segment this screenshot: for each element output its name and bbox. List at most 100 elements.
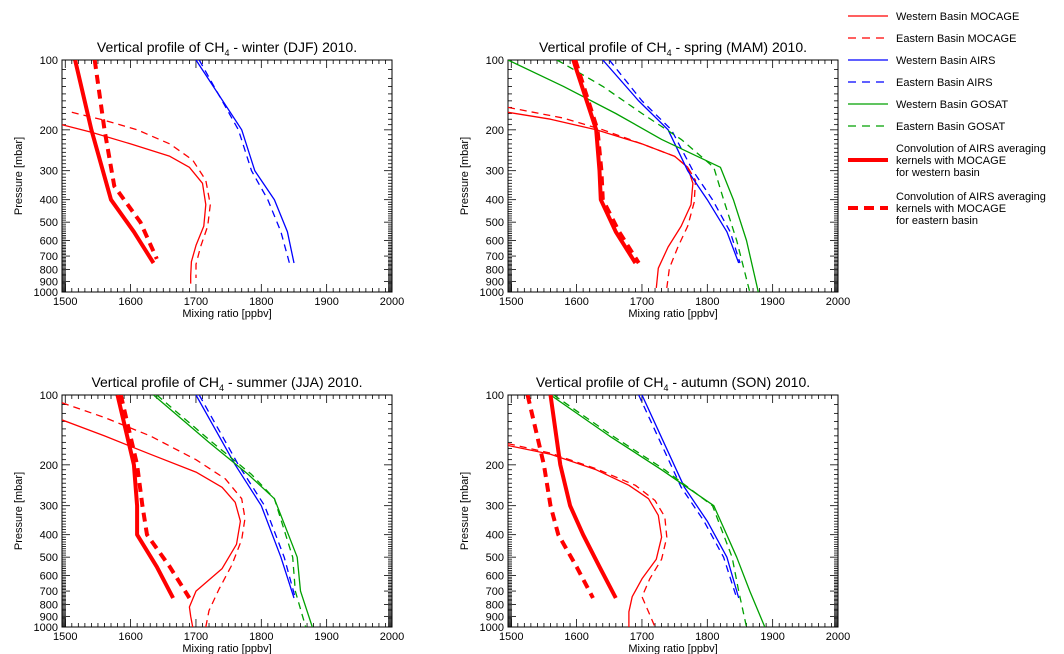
- x-tick-label: 1800: [695, 631, 719, 643]
- series-group: [62, 60, 295, 284]
- legend-label: Convolution of AIRS averaging: [896, 191, 1046, 203]
- series-line-1: [508, 442, 668, 627]
- x-axis-label: Mixing ratio [ppbv]: [628, 643, 717, 654]
- plot-frame: [507, 59, 839, 293]
- y-tick-label: 900: [486, 611, 504, 623]
- y-tick-label: 1000: [480, 287, 504, 299]
- x-tick-label: 1600: [564, 296, 588, 308]
- x-tick-label: 2000: [380, 296, 404, 308]
- series-line-5: [156, 395, 307, 627]
- legend-label: for western basin: [896, 167, 980, 179]
- series-line-2: [195, 60, 295, 264]
- x-tick-label: 1900: [760, 296, 784, 308]
- x-tick-label: 1800: [695, 296, 719, 308]
- y-tick-label: 300: [486, 501, 504, 513]
- x-tick-label: 1900: [314, 631, 338, 643]
- chart-title: Vertical profile of CH4 - winter (DJF) 2…: [97, 39, 357, 58]
- y-tick-label: 300: [40, 166, 58, 178]
- y-tick-label: 100: [486, 55, 504, 67]
- chart-title-season: - autumn (SON) 2010.: [669, 374, 811, 390]
- y-tick-label: 100: [40, 390, 58, 402]
- legend-label: Western Basin MOCAGE: [896, 11, 1019, 23]
- chart-title-subscript: 4: [667, 48, 672, 58]
- chart-panel-1: 1500 1600 1700 1800 1900 2000 100 200 300 400 500 6…: [459, 39, 850, 320]
- y-tick-label: 400: [486, 195, 504, 207]
- legend-label: Eastern Basin MOCAGE: [896, 33, 1016, 45]
- x-axis-label: Mixing ratio [ppbv]: [182, 308, 271, 320]
- chart-panel-0: 1500 1600 1700 1800 1900 2000 100 200 300 400 500 6…: [13, 39, 404, 320]
- x-axis-label: Mixing ratio [ppbv]: [628, 308, 717, 320]
- y-tick-label: 1000: [34, 622, 58, 634]
- y-tick-label: 700: [486, 251, 504, 263]
- series-line-7: [118, 395, 192, 600]
- x-tick-label: 1600: [564, 631, 588, 643]
- y-tick-label: 300: [486, 166, 504, 178]
- chart-title-main: Vertical profile of CH: [536, 374, 664, 390]
- legend-label: Western Basin AIRS: [896, 55, 995, 67]
- series-line-2: [195, 395, 295, 599]
- legend-label: Eastern Basin AIRS: [896, 77, 993, 89]
- y-tick-label: 600: [40, 571, 58, 583]
- y-tick-label: 100: [40, 55, 58, 67]
- y-tick-label: 500: [40, 552, 58, 564]
- series-line-1: [62, 402, 246, 627]
- y-tick-label: 900: [40, 276, 58, 288]
- x-tick-label: 1700: [184, 296, 208, 308]
- x-tick-label: 1700: [630, 631, 654, 643]
- x-tick-label: 1900: [760, 631, 784, 643]
- series-line-7: [92, 60, 159, 260]
- y-tick-label: 500: [486, 217, 504, 229]
- y-axis-label: Pressure [mbar]: [13, 472, 25, 550]
- x-tick-label: 1500: [53, 631, 77, 643]
- series-line-3: [638, 395, 738, 599]
- x-tick-label: 1600: [118, 631, 142, 643]
- chart-title-season: - winter (DJF) 2010.: [230, 39, 358, 55]
- series-line-0: [508, 444, 663, 627]
- y-axis-label: Pressure [mbar]: [459, 137, 471, 215]
- chart-title-main: Vertical profile of CH: [97, 39, 225, 55]
- chart-title-season: - summer (JJA) 2010.: [224, 374, 362, 390]
- y-tick-label: 700: [40, 586, 58, 598]
- x-tick-label: 1600: [118, 296, 142, 308]
- x-axis-label: Mixing ratio [ppbv]: [182, 643, 271, 654]
- legend-label: kernels with MOCAGE: [896, 155, 1006, 167]
- y-tick-label: 500: [40, 217, 58, 229]
- series-line-5: [556, 60, 751, 292]
- series-line-3: [608, 60, 741, 264]
- x-tick-label: 2000: [826, 296, 850, 308]
- y-tick-label: 600: [40, 236, 58, 248]
- chart-title-subscript: 4: [663, 383, 668, 393]
- chart-panel-3: 1500 1600 1700 1800 1900 2000 100 200 300 400 500 6…: [459, 374, 850, 654]
- legend-label: kernels with MOCAGE: [896, 203, 1006, 215]
- series-line-3: [198, 395, 296, 599]
- series-group: [62, 395, 313, 627]
- series-line-6: [571, 60, 638, 265]
- chart-title: Vertical profile of CH4 - spring (MAM) 2…: [539, 39, 807, 58]
- series-line-1: [71, 111, 211, 278]
- plot-frame: [61, 394, 393, 628]
- series-line-4: [508, 60, 759, 292]
- series-line-6: [115, 395, 175, 599]
- x-tick-label: 1500: [499, 296, 523, 308]
- y-tick-label: 100: [486, 390, 504, 402]
- chart-title: Vertical profile of CH4 - autumn (SON) 2…: [536, 374, 810, 393]
- y-tick-label: 200: [40, 460, 58, 472]
- y-tick-label: 400: [40, 195, 58, 207]
- x-tick-label: 1800: [249, 296, 273, 308]
- x-tick-label: 1700: [184, 631, 208, 643]
- x-tick-label: 2000: [826, 631, 850, 643]
- chart-title-season: - spring (MAM) 2010.: [672, 39, 807, 55]
- chart-title-subscript: 4: [219, 383, 224, 393]
- y-tick-label: 800: [40, 600, 58, 612]
- series-line-3: [198, 60, 291, 264]
- y-tick-label: 900: [40, 611, 58, 623]
- series-line-7: [573, 60, 641, 265]
- series-line-2: [641, 395, 740, 599]
- series-line-6: [73, 60, 156, 265]
- y-tick-label: 700: [486, 586, 504, 598]
- y-tick-label: 1000: [34, 287, 58, 299]
- series-group: [508, 395, 766, 627]
- series-line-2: [602, 60, 740, 264]
- y-tick-label: 200: [486, 125, 504, 137]
